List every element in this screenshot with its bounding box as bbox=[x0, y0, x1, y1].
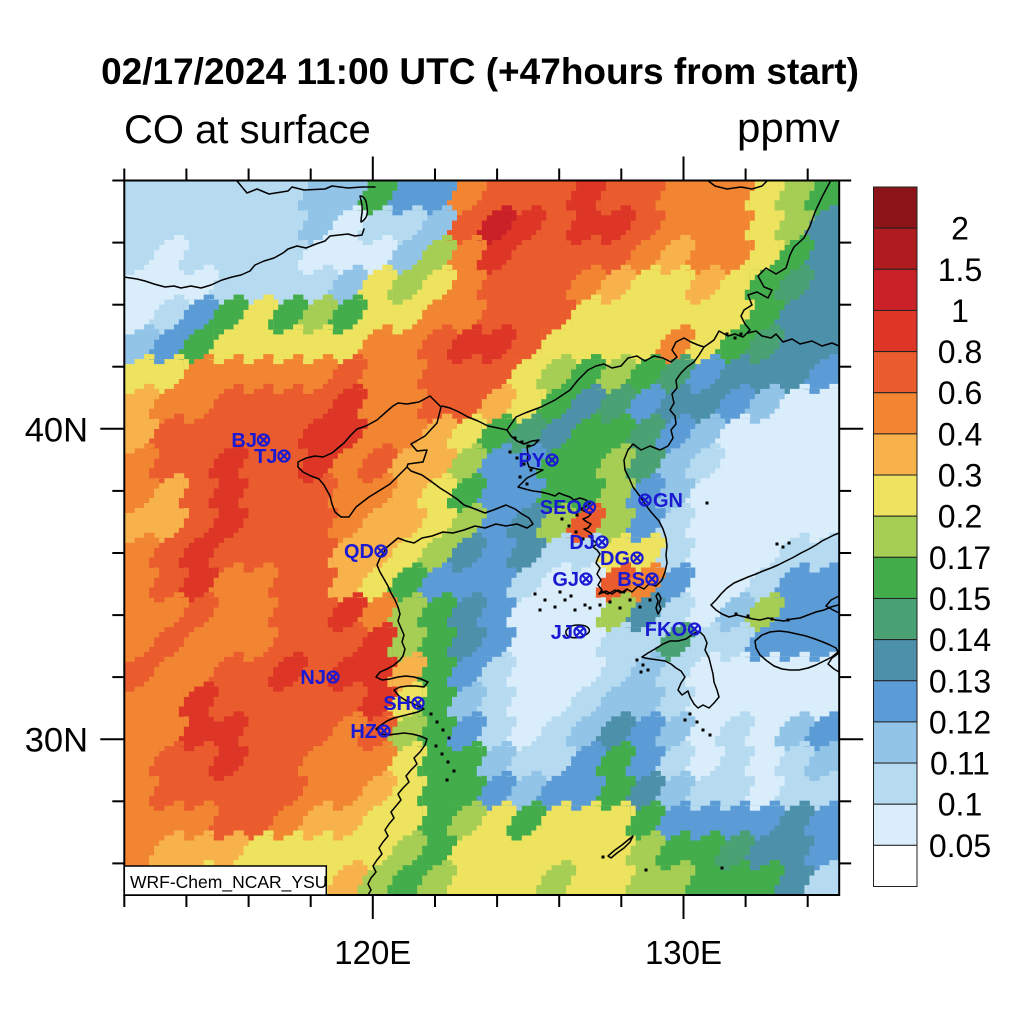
svg-text:BS: BS bbox=[617, 569, 645, 591]
svg-text:40N: 40N bbox=[25, 411, 88, 449]
svg-text:0.2: 0.2 bbox=[938, 499, 982, 535]
svg-text:0.05: 0.05 bbox=[929, 828, 991, 864]
svg-text:1: 1 bbox=[951, 293, 969, 329]
svg-text:CO at surface: CO at surface bbox=[124, 108, 371, 152]
svg-text:QD: QD bbox=[344, 541, 374, 563]
svg-text:JJ: JJ bbox=[551, 622, 573, 644]
svg-text:0.17: 0.17 bbox=[929, 540, 991, 576]
svg-text:120E: 120E bbox=[334, 934, 411, 971]
svg-text:0.8: 0.8 bbox=[938, 334, 982, 370]
svg-text:BJ: BJ bbox=[231, 430, 257, 452]
svg-text:GN: GN bbox=[653, 490, 683, 512]
svg-text:0.11: 0.11 bbox=[930, 746, 990, 782]
svg-text:WRF-Chem_NCAR_YSU: WRF-Chem_NCAR_YSU bbox=[130, 872, 327, 893]
svg-text:DG: DG bbox=[600, 548, 630, 570]
svg-text:SEO: SEO bbox=[540, 497, 582, 519]
svg-text:PY: PY bbox=[518, 450, 545, 472]
svg-text:NJ: NJ bbox=[300, 667, 326, 689]
svg-text:0.15: 0.15 bbox=[929, 581, 991, 617]
svg-text:30N: 30N bbox=[25, 722, 88, 760]
svg-text:HZ: HZ bbox=[350, 721, 377, 743]
svg-text:GJ: GJ bbox=[552, 569, 579, 591]
svg-text:ppmv: ppmv bbox=[737, 104, 840, 151]
svg-text:FKO: FKO bbox=[645, 619, 687, 641]
svg-text:130E: 130E bbox=[645, 934, 722, 971]
svg-text:SH: SH bbox=[383, 693, 411, 715]
svg-text:TJ: TJ bbox=[254, 446, 277, 468]
svg-text:0.6: 0.6 bbox=[938, 375, 982, 411]
svg-text:0.4: 0.4 bbox=[938, 416, 982, 452]
svg-text:0.14: 0.14 bbox=[929, 622, 991, 658]
svg-text:02/17/2024 11:00 UTC (+47hours: 02/17/2024 11:00 UTC (+47hours from star… bbox=[101, 51, 859, 92]
svg-text:0.12: 0.12 bbox=[929, 704, 991, 740]
svg-text:DJ: DJ bbox=[569, 532, 595, 554]
svg-text:0.1: 0.1 bbox=[938, 787, 982, 823]
svg-text:1.5: 1.5 bbox=[938, 252, 982, 288]
svg-text:2: 2 bbox=[951, 211, 969, 247]
svg-text:0.13: 0.13 bbox=[929, 663, 991, 699]
svg-text:0.3: 0.3 bbox=[938, 458, 982, 494]
